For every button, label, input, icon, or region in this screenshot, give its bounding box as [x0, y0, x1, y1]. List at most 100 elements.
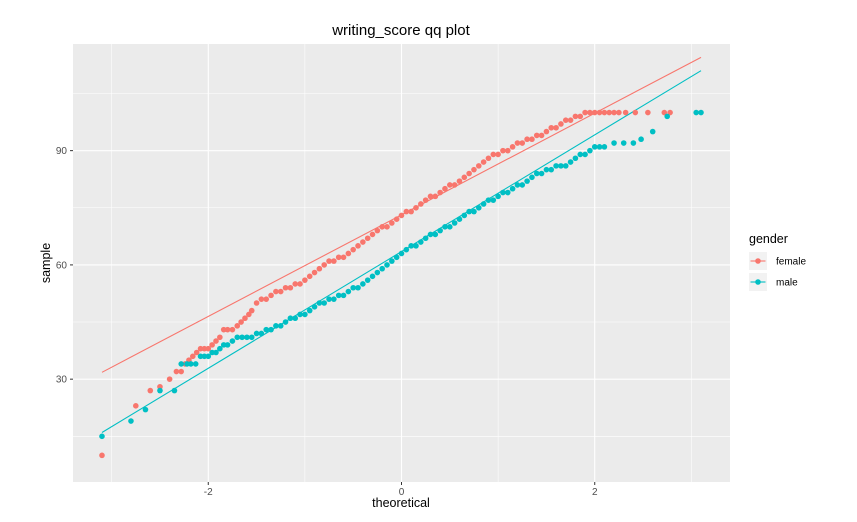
point-female: [504, 147, 511, 154]
point-male: [217, 345, 223, 352]
point-female: [350, 246, 356, 253]
point-male: [384, 262, 390, 268]
point-male: [398, 250, 405, 257]
point-male: [427, 231, 434, 238]
point-female: [538, 132, 545, 139]
y-tick-label: 30: [56, 375, 68, 386]
point-male: [374, 269, 381, 276]
point-female: [601, 109, 608, 116]
point-male: [611, 140, 617, 146]
point-female: [622, 109, 629, 116]
point-female: [213, 338, 219, 344]
point-female: [442, 185, 448, 192]
point-female: [645, 109, 651, 116]
point-female: [567, 117, 574, 123]
point-male: [630, 140, 637, 146]
point-female: [524, 136, 530, 143]
data-points: [99, 109, 704, 459]
legend-label-female: female: [776, 257, 806, 268]
point-male: [220, 342, 227, 348]
point-female: [398, 212, 405, 219]
point-male: [302, 311, 308, 318]
point-female: [178, 368, 185, 375]
point-female: [316, 265, 323, 272]
point-female: [234, 323, 241, 329]
point-female: [220, 326, 227, 333]
point-female: [393, 216, 400, 222]
point-male: [287, 315, 294, 322]
x-tick-label: 0: [399, 487, 405, 498]
point-female: [667, 109, 673, 116]
point-male: [331, 296, 337, 302]
point-male: [306, 307, 313, 314]
point-male: [408, 243, 414, 249]
point-male: [447, 224, 453, 230]
point-male: [393, 254, 400, 261]
point-male: [514, 182, 521, 188]
point-male: [282, 319, 289, 325]
point-male: [178, 361, 185, 367]
point-female: [311, 269, 318, 276]
point-male: [229, 338, 236, 344]
point-male: [277, 323, 284, 329]
point-female: [495, 151, 501, 158]
point-male: [418, 239, 424, 245]
legend-label-male: male: [776, 278, 798, 289]
point-male: [244, 334, 250, 341]
point-male: [239, 334, 245, 341]
point-female: [224, 326, 231, 333]
point-male: [461, 212, 468, 219]
point-female: [205, 345, 212, 352]
point-male: [234, 334, 241, 341]
point-male: [422, 235, 429, 242]
point-male: [591, 144, 598, 150]
point-male: [99, 433, 105, 440]
point-female: [500, 147, 506, 154]
point-female: [197, 345, 204, 352]
point-female: [533, 132, 540, 139]
chart-title: writing_score qq plot: [331, 22, 470, 39]
point-male: [268, 326, 274, 333]
point-male: [364, 277, 371, 283]
point-female: [282, 284, 289, 291]
point-male: [582, 151, 588, 158]
point-female: [287, 284, 294, 291]
point-female: [263, 296, 270, 302]
point-male: [451, 220, 458, 226]
point-male: [466, 208, 472, 215]
legend-title: gender: [749, 232, 788, 246]
point-male: [360, 281, 366, 287]
point-female: [268, 292, 274, 299]
point-male: [413, 243, 419, 249]
point-female: [548, 124, 555, 131]
point-female: [246, 311, 252, 318]
point-female: [596, 109, 603, 116]
point-female: [190, 353, 196, 360]
point-male: [253, 330, 260, 337]
point-male: [471, 208, 477, 215]
point-male: [553, 163, 559, 169]
point-male: [403, 246, 410, 253]
point-female: [422, 197, 429, 203]
legend-marker-female: [755, 258, 761, 264]
point-male: [263, 326, 270, 333]
point-female: [374, 227, 381, 234]
point-female: [389, 220, 395, 226]
point-male: [649, 128, 656, 135]
point-male: [184, 361, 190, 367]
point-male: [567, 159, 574, 165]
point-female: [418, 201, 424, 207]
point-female: [253, 300, 260, 306]
point-male: [500, 189, 506, 196]
point-female: [297, 281, 303, 287]
point-female: [360, 239, 366, 245]
point-female: [577, 113, 584, 120]
point-female: [369, 231, 376, 238]
point-male: [213, 349, 219, 356]
point-female: [582, 109, 588, 116]
point-female: [302, 277, 308, 283]
point-male: [297, 311, 303, 318]
point-female: [509, 144, 516, 150]
point-female: [461, 174, 468, 181]
